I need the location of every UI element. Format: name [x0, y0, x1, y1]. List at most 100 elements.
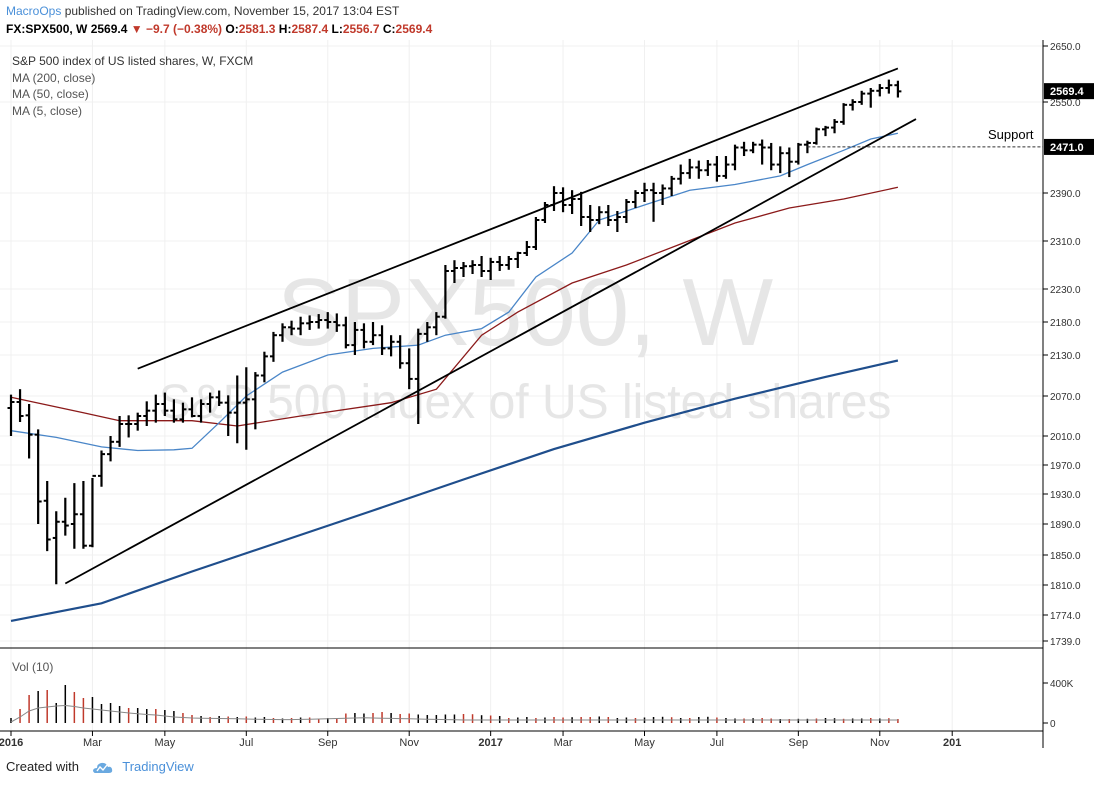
ohlc-bar: [704, 160, 712, 176]
high-label: H:: [278, 22, 292, 36]
x-tick-label: 2016: [0, 737, 23, 749]
ohlc-bar: [206, 392, 214, 413]
y-tick-label: 2010.0: [1050, 432, 1081, 443]
low-value: 2556.7: [342, 22, 380, 36]
ohlc-bar: [233, 375, 241, 444]
ohlc-bar: [61, 497, 69, 536]
ma200-line: [10, 359, 899, 622]
x-tick-label: Nov: [399, 737, 419, 749]
ohlc-bar: [577, 191, 585, 226]
y-tick-label: 1890.0: [1050, 520, 1081, 531]
ma5-line: [10, 132, 899, 452]
published-text: published on TradingView.com, November 1…: [64, 4, 400, 18]
ohlc-bar: [16, 389, 24, 422]
ohlc-bar: [867, 88, 875, 108]
ohlc-bar: [876, 84, 884, 97]
y-tick-label: 2310.0: [1050, 237, 1081, 248]
high-value: 2587.4: [291, 22, 329, 36]
y-tick-label: 2650.0: [1050, 42, 1081, 53]
ohlc-bar: [713, 156, 721, 182]
ohlc-bar: [170, 399, 178, 423]
ohlc-bar: [514, 251, 522, 268]
ohlc-bar: [369, 322, 377, 346]
ohlc-bar: [7, 394, 15, 436]
y-tick-label: 1970.0: [1050, 461, 1081, 472]
legend-ma50: MA (50, close): [12, 87, 89, 101]
open-label: O:: [225, 22, 239, 36]
ohlc-bar: [52, 511, 60, 585]
ohlc-bar: [460, 262, 467, 277]
tradingview-link[interactable]: TradingView: [122, 759, 194, 774]
price-change: −9.7 (−0.38%): [145, 22, 223, 36]
ohlc-bar: [107, 436, 115, 462]
x-tick-label: 201: [943, 737, 961, 749]
close-value: 2569.4: [395, 22, 433, 36]
x-tick-label: May: [154, 737, 175, 749]
y-tick-label: 1930.0: [1050, 490, 1081, 501]
close-label: C:: [382, 22, 396, 36]
symbol-label: FX:SPX500, W: [6, 22, 88, 36]
ohlc-bar: [840, 103, 848, 125]
volume-ma-line: [10, 704, 898, 723]
ohlc-bar: [306, 315, 314, 330]
ohlc-bar: [541, 202, 549, 223]
ohlc-bar: [505, 256, 513, 270]
legend-ma5: MA (5, close): [12, 104, 82, 118]
ohlc-bar: [215, 390, 223, 406]
ohlc-bar: [279, 323, 286, 342]
open-value: 2581.3: [238, 22, 276, 36]
ohlc-bar: [812, 127, 820, 145]
ohlc-bar: [885, 79, 893, 94]
ohlc-bar: [34, 429, 42, 524]
ohlc-bar: [767, 142, 775, 171]
ohlc-bar: [631, 190, 639, 208]
ohlc-header: FX:SPX500, W 2569.4 ▼ −9.7 (−0.38%) O:25…: [6, 22, 432, 36]
ohlc-bar: [188, 397, 196, 418]
ohlc-bar: [116, 416, 124, 447]
ohlc-bar: [695, 160, 703, 179]
publisher-name[interactable]: MacroOps: [6, 4, 62, 18]
ohlc-bar: [125, 415, 133, 438]
ohlc-bar: [405, 348, 413, 390]
ohlc-bar: [822, 125, 829, 137]
ohlc-bar: [622, 199, 630, 223]
x-tick-label: May: [634, 737, 655, 749]
ohlc-bar: [776, 146, 784, 174]
support-price-tag-box: [1044, 138, 1094, 155]
support-price-tag: 2471.0: [1044, 138, 1094, 155]
legend-ma200: MA (200, close): [12, 71, 95, 85]
y-tick-label: 2550.0: [1050, 98, 1081, 109]
ohlc-bar: [532, 217, 540, 250]
ohlc-bar: [351, 322, 359, 355]
legend-title: S&P 500 index of US listed shares, W, FX…: [12, 54, 253, 68]
ohlc-bar: [785, 147, 793, 178]
ohlc-bar: [333, 313, 341, 332]
y-tick-label: 1850.0: [1050, 551, 1081, 562]
volume-title: Vol (10): [12, 660, 53, 674]
ma50-line: [10, 186, 899, 427]
ohlc-bar: [387, 335, 395, 357]
watermark-description: S&P 500 index of US listed shares: [159, 376, 892, 429]
ohlc-bar: [595, 206, 603, 225]
ohlc-bar: [858, 90, 866, 105]
x-tick-label: 2017: [478, 737, 502, 749]
ohlc-bar: [749, 141, 757, 154]
ohlc-bar: [731, 144, 739, 171]
x-tick-label: Jul: [239, 737, 253, 749]
ohlc-bar: [179, 402, 187, 423]
ohlc-bar: [559, 187, 567, 213]
last-price: 2569.4: [90, 22, 128, 36]
x-tick-label: Jul: [710, 737, 724, 749]
ohlc-bar: [894, 80, 902, 98]
tradingview-cloud-icon: [92, 762, 112, 774]
ohlc-bar: [794, 142, 802, 165]
chart-area[interactable]: SPX500, W S&P 500 index of US listed sha…: [0, 38, 1097, 750]
y-tick-label: 1810.0: [1050, 581, 1081, 592]
ohlc-bar: [496, 256, 504, 271]
footer: Created with TradingView: [6, 759, 194, 774]
ohlc-bar: [224, 395, 232, 436]
last-price-tag-box: [1044, 83, 1094, 100]
y-tick-label: 2070.0: [1050, 392, 1081, 403]
ohlc-bar: [297, 316, 305, 336]
ohlc-bar: [478, 256, 486, 277]
